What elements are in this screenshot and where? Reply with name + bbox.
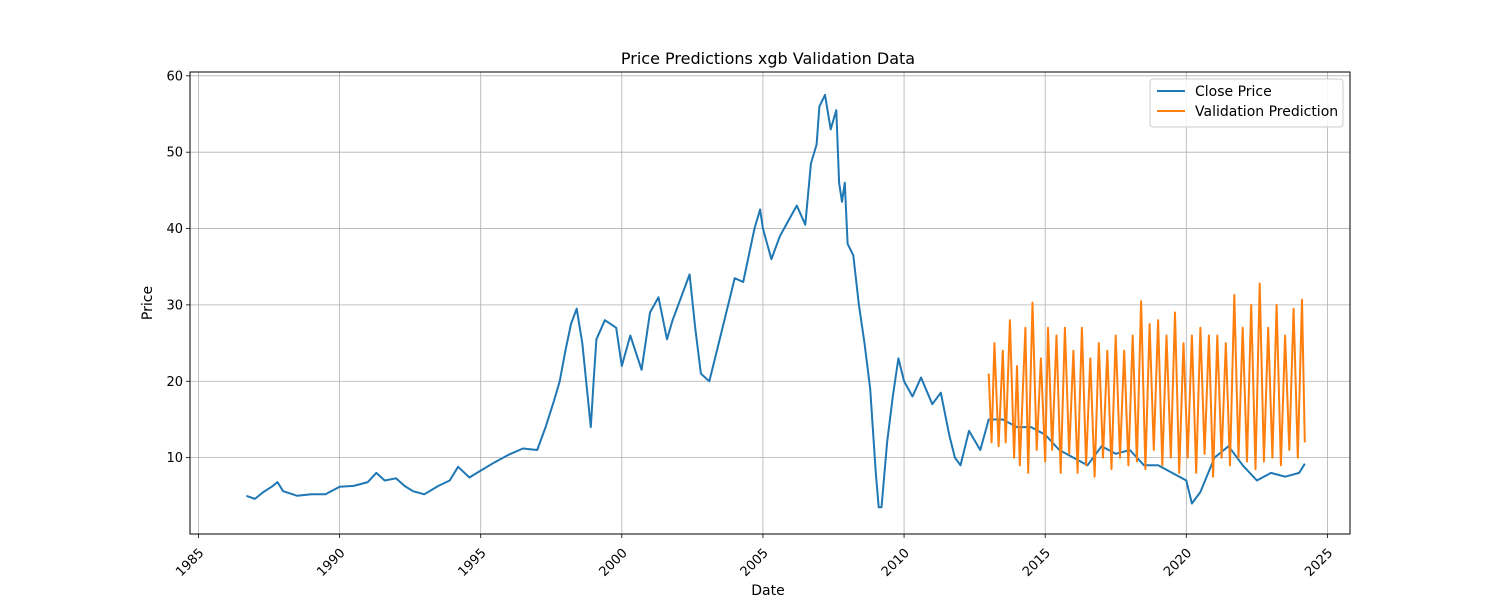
x-tick-label: 1985	[173, 546, 207, 580]
x-tick-label: 2020	[1161, 546, 1195, 580]
y-tick-label: 50	[166, 146, 183, 161]
y-axis-ticks: 10 20 30 40 50 60	[166, 69, 190, 466]
series-validation-prediction	[987, 282, 1306, 478]
x-axis-ticks: 1985 1990 1995 2000 2005 2010 2015 2020 2025	[173, 534, 1336, 580]
y-tick-label: 30	[166, 298, 183, 313]
x-tick-label: 1995	[456, 546, 490, 580]
legend-label-close-price: Close Price	[1195, 84, 1272, 100]
x-tick-label: 2005	[738, 546, 772, 580]
chart-title: Price Predictions xgb Validation Data	[621, 49, 915, 68]
series-lines	[246, 93, 1306, 509]
y-tick-label: 10	[166, 451, 183, 466]
x-tick-label: 1990	[314, 546, 348, 580]
plot-frame	[189, 71, 1351, 535]
legend-label-validation-prediction: Validation Prediction	[1195, 104, 1338, 120]
legend-box	[1149, 78, 1344, 128]
y-tick-label: 20	[166, 375, 183, 390]
y-tick-label: 40	[166, 222, 183, 237]
legend: Close Price Validation Prediction	[1149, 78, 1344, 128]
grid-lines	[190, 72, 1350, 534]
y-axis-label: Price	[140, 286, 156, 320]
x-tick-label: 2025	[1302, 546, 1336, 580]
x-tick-label: 2015	[1020, 546, 1054, 580]
x-tick-label: 2010	[879, 546, 913, 580]
x-tick-label: 2000	[597, 546, 631, 580]
x-axis-label: Date	[751, 583, 784, 599]
y-tick-label: 60	[166, 69, 183, 84]
